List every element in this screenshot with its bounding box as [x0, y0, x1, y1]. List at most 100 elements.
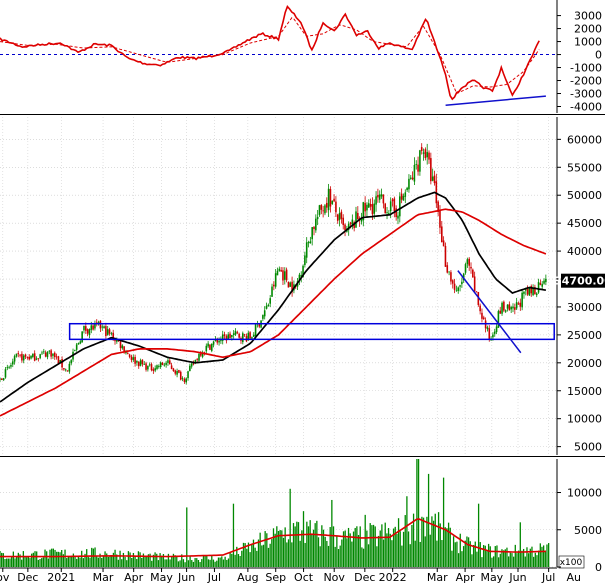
candle-body [44, 352, 47, 357]
candle-body [134, 356, 136, 364]
candle [320, 204, 323, 215]
candle [431, 168, 434, 182]
candle [15, 353, 18, 358]
candle [35, 356, 38, 361]
candle [440, 221, 443, 243]
candle-body [229, 333, 231, 339]
candle [106, 325, 109, 336]
candle [143, 361, 146, 365]
candle [437, 200, 439, 217]
candle-body [433, 175, 436, 184]
candle-body [190, 363, 193, 367]
candle [52, 353, 54, 359]
candle-body [472, 269, 474, 278]
price-y-tick-label: 45000 [567, 217, 602, 230]
candle-body [278, 268, 281, 271]
candle [450, 270, 452, 285]
candle-body [508, 304, 511, 311]
candle [189, 363, 191, 372]
osc-trendline-line [445, 95, 546, 106]
candle-body [506, 304, 509, 309]
candle-body [504, 310, 507, 312]
candle [473, 271, 476, 292]
support-zone-box [68, 322, 555, 341]
candle [190, 362, 193, 369]
candle-body [351, 219, 354, 227]
candle [210, 343, 213, 353]
candle [426, 143, 428, 165]
candle-body [415, 164, 418, 165]
candle-body [360, 218, 363, 222]
candle-body [75, 344, 78, 350]
candle-body [384, 203, 387, 214]
candle [174, 369, 177, 376]
candle [176, 368, 178, 378]
candle-body [492, 334, 494, 338]
candle [338, 207, 341, 227]
candle [422, 148, 425, 161]
candle [33, 350, 36, 362]
candle [506, 304, 509, 312]
candle-body [479, 305, 481, 312]
candle-body [325, 202, 328, 208]
candle-body [493, 331, 496, 334]
candle [136, 360, 138, 366]
candle-body [252, 334, 255, 337]
candle-body [216, 339, 219, 343]
candle [477, 291, 480, 307]
candle-body [426, 152, 428, 158]
candle-body [236, 332, 239, 334]
candle-body [298, 274, 301, 281]
candle [504, 309, 507, 314]
candle [251, 336, 253, 339]
candle [132, 354, 135, 363]
last-price-badge [561, 273, 605, 288]
candle-body [388, 213, 390, 215]
candle [236, 330, 239, 334]
candle [409, 175, 412, 180]
candle-body [121, 345, 124, 349]
candle-body [545, 278, 547, 283]
candle [366, 202, 368, 218]
candle [378, 190, 381, 203]
candle [399, 192, 401, 223]
candle [298, 272, 301, 285]
candle-body [451, 280, 454, 284]
candle-body [283, 271, 286, 280]
candle-body [212, 341, 215, 345]
candle [44, 350, 47, 358]
candle [271, 283, 273, 297]
candle-body [349, 222, 352, 224]
candle [179, 370, 182, 381]
candle-body [163, 364, 166, 366]
candle [535, 292, 538, 298]
candle-body [271, 286, 273, 297]
candle-body [435, 181, 438, 204]
candle [543, 278, 545, 285]
volume-ma-line [0, 518, 546, 558]
candle-body [207, 343, 209, 347]
candle [145, 361, 147, 372]
candle-body [123, 346, 125, 353]
candle-body [386, 212, 388, 214]
candle-body [515, 302, 518, 309]
candle-body [0, 378, 1, 380]
candle [342, 214, 345, 230]
candle-body [66, 370, 69, 372]
candle [377, 188, 379, 203]
price-y-tick-label: 25000 [567, 329, 602, 342]
candle [486, 325, 489, 332]
candle-body [355, 211, 357, 228]
candle-body [530, 286, 533, 294]
candle-body [57, 356, 60, 364]
candle [521, 289, 523, 311]
candle [380, 188, 383, 199]
candle-body [220, 340, 222, 342]
candle-body [526, 288, 529, 295]
candle-body [524, 288, 527, 291]
candle-body [77, 343, 80, 345]
candle-body [457, 287, 460, 291]
candle [26, 356, 29, 360]
price-y-tick-label: 15000 [567, 385, 602, 398]
candle [172, 367, 175, 372]
